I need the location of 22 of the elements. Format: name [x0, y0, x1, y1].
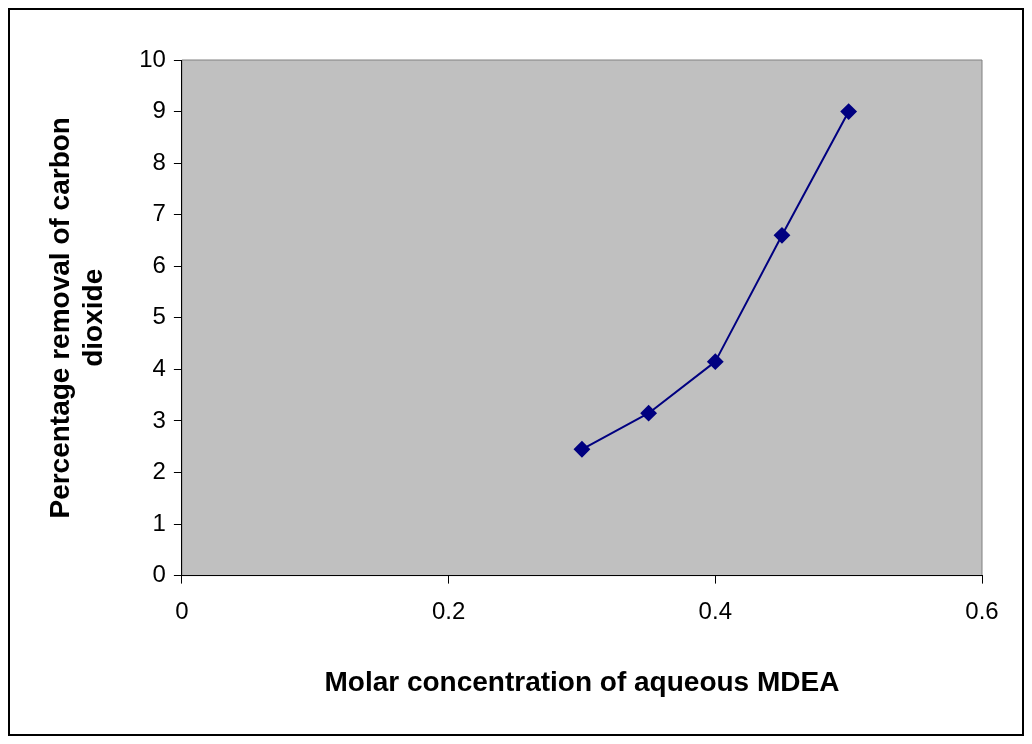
- y-tick-label: 9: [152, 96, 166, 124]
- y-tick-label: 3: [152, 405, 166, 433]
- y-tick-label: 0: [152, 560, 166, 588]
- y-tick-label: 4: [152, 353, 166, 381]
- point: [640, 405, 657, 422]
- point: [707, 353, 724, 370]
- y-tick-label: 8: [152, 147, 166, 175]
- y-tick-label: 5: [152, 302, 166, 330]
- y-tick-label: 2: [152, 457, 166, 485]
- point: [573, 441, 590, 458]
- x-tick-label: 0: [175, 596, 189, 624]
- y-axis-title: Percentage removal of carbon dioxide: [43, 117, 109, 519]
- x-tick-label: 0.2: [431, 596, 466, 624]
- y-tick-label: 6: [152, 250, 166, 278]
- x-axis-title: Molar concentration of aqueous MDEA: [324, 665, 840, 697]
- y-tick-label: 1: [152, 508, 166, 536]
- x-tick-label: 0.4: [698, 596, 732, 624]
- y-tick-label: 7: [152, 199, 166, 227]
- x-tick-label: 0.6: [965, 596, 999, 624]
- point: [840, 103, 857, 120]
- point: [773, 227, 790, 244]
- y-tick-label: 10: [139, 44, 166, 72]
